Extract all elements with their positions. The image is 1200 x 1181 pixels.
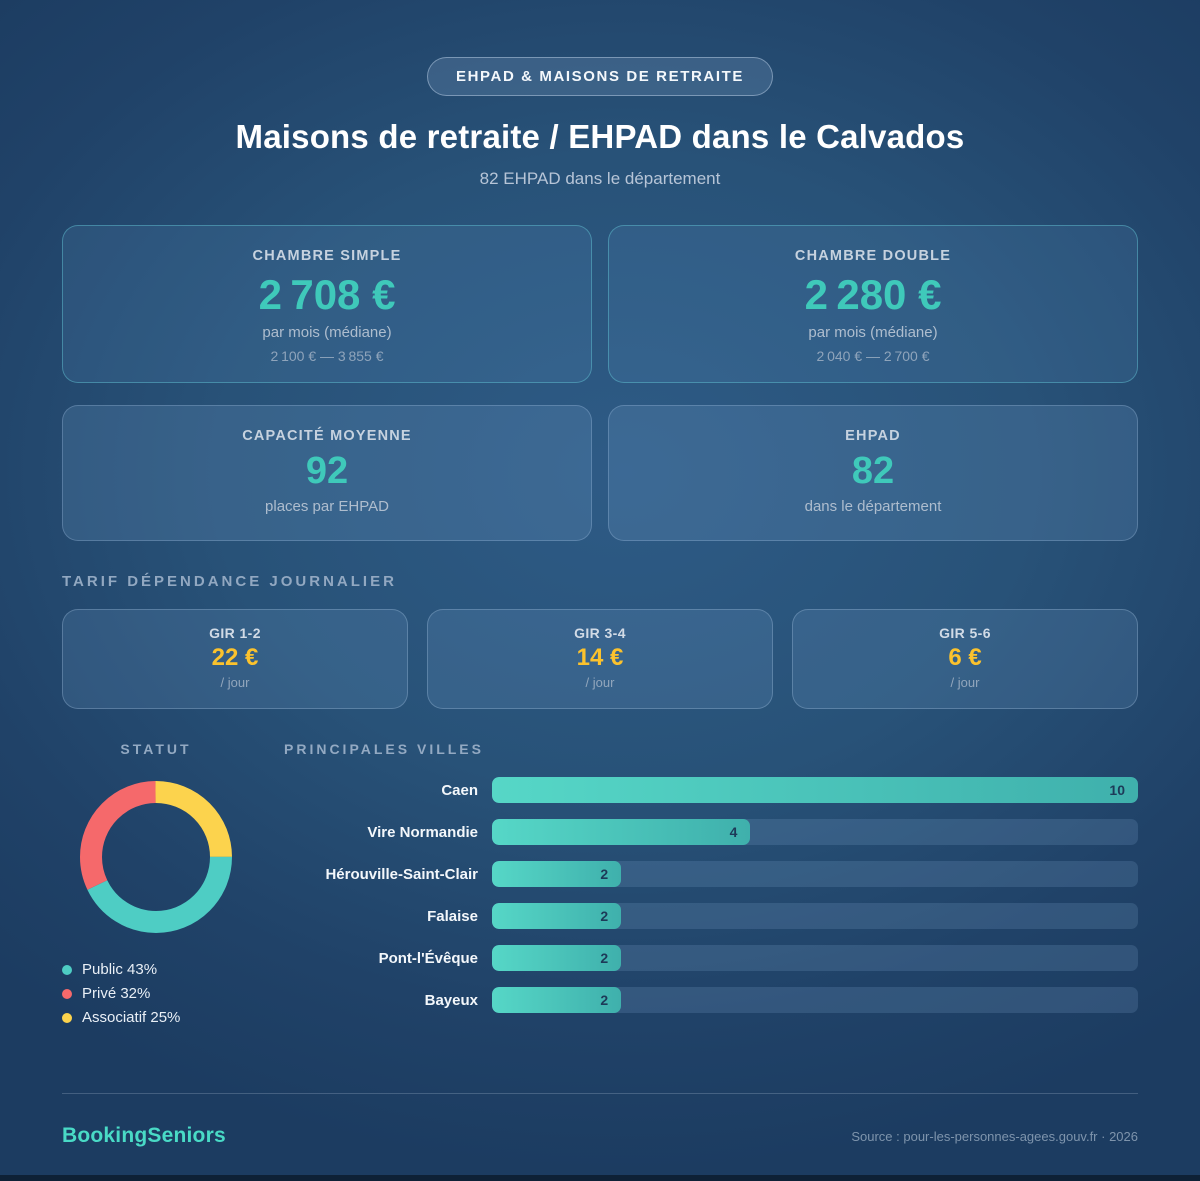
legend-dot-icon [62,988,72,999]
card-label: EHPAD [845,428,901,444]
bar-label: Caen [441,781,478,799]
legend-dot-icon [62,1012,72,1023]
category-badge-label: EHPAD & MAISONS DE RETRAITE [456,68,744,85]
card-unit: places par EHPAD [265,498,389,515]
statut-donut-chart [76,777,236,937]
bar-row: Falaise 2 [284,903,1138,929]
page-title: Maisons de retraite / EHPAD dans le Calv… [235,118,965,155]
bar-label: Falaise [427,907,478,925]
card-ehpad-count: EHPAD 82 dans le département [608,405,1138,541]
card-unit: par mois (médiane) [808,324,938,341]
card-unit: dans le département [804,498,942,515]
donut-slice-0 [80,781,232,933]
legend-item-2: Associatif 25% [62,1009,284,1026]
card-chambre-simple: CHAMBRE SIMPLE 2 708 € par mois (médiane… [62,225,592,383]
legend-item-0: Public 43% [62,961,284,978]
bar-label: Vire Normandie [367,823,478,841]
tarif-section-title: TARIF DÉPENDANCE JOURNALIER [62,573,397,590]
card-gir-3-4: GIR 3-4 14 € / jour [427,609,773,709]
bar-fill: 10 [492,777,1138,803]
statut-donut-svg [80,781,232,933]
villes-chart-title: PRINCIPALES VILLES [284,741,484,757]
bar-track: 2 [492,903,1138,929]
gir-label: GIR 1-2 [209,625,261,641]
legend-label: Privé 32% [82,985,151,1002]
bar-row: Bayeux 2 [284,987,1138,1013]
card-label: CHAMBRE SIMPLE [252,248,402,264]
card-value: 92 [305,450,349,492]
bar-value: 2 [600,992,609,1008]
bar-fill: 2 [492,987,622,1013]
footer-divider [62,1093,1138,1094]
card-range: 2 100 € — 3 855 € [270,348,384,364]
bar-label: Bayeux [424,991,478,1009]
gir-value: 6 € [948,644,982,671]
bar-fill: 2 [492,945,622,971]
card-label: CHAMBRE DOUBLE [794,248,952,264]
charts-row: STATUT Public 43% Privé 32% Associatif 25%… [62,741,1138,1033]
card-range: 2 040 € — 2 700 € [816,348,930,364]
brand-logo: BookingSeniors [62,1124,226,1147]
bar-fill: 2 [492,861,622,887]
legend-item-1: Privé 32% [62,985,284,1002]
page-subtitle: 82 EHPAD dans le département [479,169,721,188]
bar-fill: 2 [492,903,622,929]
gir-label: GIR 3-4 [574,625,626,641]
card-value: 82 [851,450,895,492]
infographic-page: EHPAD & MAISONS DE RETRAITE Maisons de r… [62,57,1138,1148]
category-badge: EHPAD & MAISONS DE RETRAITE [427,57,773,96]
stat-cards-row: CAPACITÉ MOYENNE 92 places par EHPAD EHP… [62,405,1138,541]
villes-chart-section: PRINCIPALES VILLES Caen 10 Vire Normandie 4… [284,741,1138,1033]
source-attribution: Source : pour-les-personnes-agees.gouv.f… [851,1128,1138,1144]
card-capacite-moyenne: CAPACITÉ MOYENNE 92 places par EHPAD [62,405,592,541]
bar-row: Hérouville-Saint-Clair 2 [284,861,1138,887]
gir-value: 22 € [211,644,259,671]
bar-track: 4 [492,819,1138,845]
statut-legend: Public 43% Privé 32% Associatif 25% [62,961,284,1026]
bar-value: 2 [600,908,609,924]
gir-unit: / jour [220,675,250,690]
bar-row: Vire Normandie 4 [284,819,1138,845]
card-value: 2 708 € [258,271,396,318]
gir-unit: / jour [950,675,980,690]
gir-value: 14 € [576,644,624,671]
bar-label: Hérouville-Saint-Clair [325,865,478,883]
bar-track: 2 [492,987,1138,1013]
donut-slice-1 [80,781,232,933]
card-value: 2 280 € [804,271,942,318]
bar-row: Pont-l'Évêque 2 [284,945,1138,971]
card-unit: par mois (médiane) [262,324,392,341]
card-gir-5-6: GIR 5-6 6 € / jour [792,609,1138,709]
legend-label: Public 43% [82,961,158,978]
bar-track: 10 [492,777,1138,803]
card-gir-1-2: GIR 1-2 22 € / jour [62,609,408,709]
bar-track: 2 [492,945,1138,971]
legend-dot-icon [62,964,72,975]
bar-fill: 4 [492,819,751,845]
card-label: CAPACITÉ MOYENNE [242,428,412,444]
gir-unit: / jour [585,675,615,690]
price-cards-row: CHAMBRE SIMPLE 2 708 € par mois (médiane… [62,225,1138,383]
legend-label: Associatif 25% [82,1009,181,1026]
bar-track: 2 [492,861,1138,887]
bar-label: Pont-l'Évêque [378,949,478,967]
bar-value: 10 [1109,782,1125,798]
statut-chart-section: STATUT Public 43% Privé 32% Associatif 25% [62,741,284,1033]
gir-label: GIR 5-6 [939,625,991,641]
bottom-edge-strip [0,1175,1200,1181]
footer: BookingSeniors Source : pour-les-personn… [62,1093,1138,1148]
gir-cards-row: GIR 1-2 22 € / jour GIR 3-4 14 € / jour … [62,609,1138,709]
card-chambre-double: CHAMBRE DOUBLE 2 280 € par mois (médiane… [608,225,1138,383]
bar-value: 2 [600,866,609,882]
bar-row: Caen 10 [284,777,1138,803]
villes-bar-chart: Caen 10 Vire Normandie 4 Hérouville-Saint-Cl… [284,777,1138,1013]
bar-value: 4 [729,824,738,840]
bar-value: 2 [600,950,609,966]
statut-chart-title: STATUT [120,741,192,757]
